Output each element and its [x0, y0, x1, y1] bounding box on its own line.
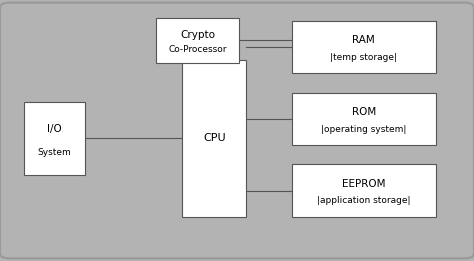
FancyBboxPatch shape: [0, 3, 474, 258]
Text: Co-Processor: Co-Processor: [169, 45, 227, 54]
Bar: [292, 21, 436, 73]
Text: |operating system|: |operating system|: [321, 125, 407, 134]
Text: CPU: CPU: [203, 133, 226, 143]
Text: |application storage|: |application storage|: [317, 197, 410, 205]
Text: |temp storage|: |temp storage|: [330, 53, 397, 62]
Text: System: System: [37, 149, 72, 157]
Bar: [182, 60, 246, 217]
Text: ROM: ROM: [352, 107, 376, 117]
Text: Crypto: Crypto: [181, 30, 215, 40]
Text: I/O: I/O: [47, 124, 62, 134]
Bar: [156, 18, 239, 63]
Bar: [292, 93, 436, 145]
Bar: [292, 164, 436, 217]
Text: RAM: RAM: [353, 35, 375, 45]
Bar: [24, 102, 85, 175]
Text: EEPROM: EEPROM: [342, 179, 385, 189]
